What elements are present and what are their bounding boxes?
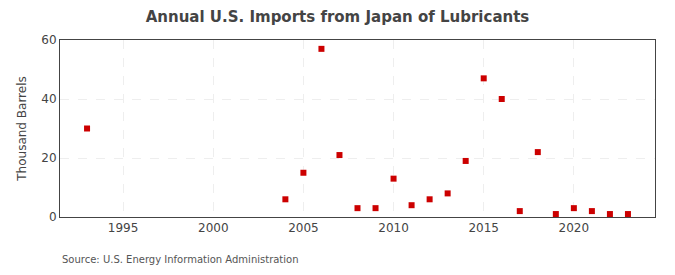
svg-text:2000: 2000 bbox=[198, 221, 229, 235]
svg-text:60: 60 bbox=[41, 33, 56, 47]
svg-text:1995: 1995 bbox=[108, 221, 139, 235]
svg-text:2020: 2020 bbox=[559, 221, 590, 235]
svg-text:20: 20 bbox=[41, 151, 56, 165]
svg-text:2010: 2010 bbox=[378, 221, 409, 235]
svg-text:40: 40 bbox=[41, 92, 56, 106]
svg-text:0: 0 bbox=[49, 210, 57, 224]
svg-text:Annual U.S. Imports from Japan: Annual U.S. Imports from Japan of Lubric… bbox=[146, 8, 530, 26]
svg-text:Thousand Barrels: Thousand Barrels bbox=[15, 76, 29, 181]
svg-text:Source: U.S. Energy Informatio: Source: U.S. Energy Information Administ… bbox=[62, 254, 299, 265]
svg-text:2015: 2015 bbox=[468, 221, 499, 235]
svg-text:2005: 2005 bbox=[288, 221, 319, 235]
